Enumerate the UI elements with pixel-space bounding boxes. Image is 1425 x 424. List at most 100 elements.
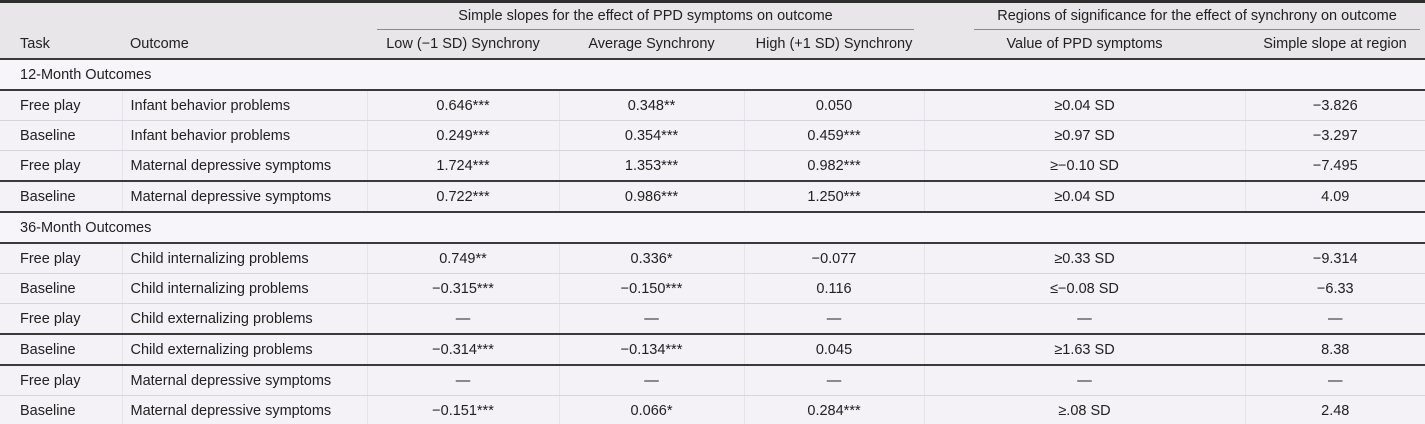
cell-simple-slope: 4.09	[1244, 181, 1425, 213]
cell-high-synchrony: 0.116	[743, 273, 924, 304]
cell-low-synchrony: −0.314***	[366, 334, 559, 366]
cell-high-synchrony: 0.284***	[743, 395, 924, 424]
cell-high-synchrony: 1.250***	[743, 181, 924, 213]
cell-outcome: Child internalizing problems	[121, 273, 367, 304]
cell-simple-slope: —	[1244, 303, 1425, 335]
cell-simple-slope: −3.826	[1244, 90, 1425, 121]
column-header-outcome: Outcome	[122, 30, 367, 60]
cell-low-synchrony: 0.722***	[366, 181, 559, 213]
cell-low-synchrony: 0.249***	[366, 120, 559, 151]
spanner-empty-cell	[0, 0, 367, 30]
table-row: Free play Child internalizing problems 0.7…	[0, 243, 1425, 274]
cell-average-synchrony: 0.336*	[558, 243, 744, 274]
cell-task: Baseline	[0, 120, 122, 151]
cell-simple-slope: —	[1244, 365, 1425, 396]
cell-high-synchrony: 0.050	[743, 90, 924, 121]
cell-task: Free play	[0, 243, 122, 274]
cell-ppd-value: ≥0.04 SD	[923, 90, 1245, 121]
cell-ppd-value: —	[923, 365, 1245, 396]
cell-average-synchrony: 0.348**	[558, 90, 744, 121]
cell-outcome: Maternal depressive symptoms	[121, 181, 367, 213]
cell-task: Free play	[0, 303, 122, 335]
cell-simple-slope: 2.48	[1244, 395, 1425, 424]
column-header-high-synchrony: High (+1 SD) Synchrony	[744, 30, 924, 60]
cell-high-synchrony: —	[743, 303, 924, 335]
cell-outcome: Infant behavior problems	[121, 90, 367, 121]
cell-task: Free play	[0, 365, 122, 396]
cell-low-synchrony: 0.749**	[366, 243, 559, 274]
cell-outcome: Maternal depressive symptoms	[121, 365, 367, 396]
column-header-ppd-value: Value of PPD symptoms	[924, 30, 1245, 60]
cell-average-synchrony: 0.354***	[558, 120, 744, 151]
cell-average-synchrony: —	[558, 303, 744, 335]
table-row: Baseline Maternal depressive symptoms 0.72…	[0, 181, 1425, 213]
table-header: Simple slopes for the effect of PPD symp…	[0, 0, 1425, 60]
cell-outcome: Child externalizing problems	[121, 303, 367, 335]
cell-average-synchrony: 0.066*	[558, 395, 744, 424]
cell-high-synchrony: 0.459***	[743, 120, 924, 151]
cell-ppd-value: ≥1.63 SD	[923, 334, 1245, 366]
cell-simple-slope: −9.314	[1244, 243, 1425, 274]
table-row: Free play Infant behavior problems 0.646**…	[0, 90, 1425, 121]
table-row: Free play Maternal depressive symptoms 1.7…	[0, 150, 1425, 182]
cell-low-synchrony: −0.315***	[366, 273, 559, 304]
cell-ppd-value: —	[923, 303, 1245, 335]
table-row: Baseline Infant behavior problems 0.249***…	[0, 120, 1425, 151]
column-header-task: Task	[0, 30, 122, 60]
table-row: Baseline Child internalizing problems −0.3…	[0, 273, 1425, 304]
table-body: 12-Month Outcomes Free play Infant behavio…	[0, 59, 1425, 424]
column-header-low-synchrony: Low (−1 SD) Synchrony	[367, 30, 559, 60]
cell-simple-slope: −3.297	[1244, 120, 1425, 151]
cell-task: Free play	[0, 150, 122, 182]
cell-high-synchrony: 0.982***	[743, 150, 924, 182]
section-title: 36-Month Outcomes	[0, 212, 1425, 244]
cell-task: Baseline	[0, 395, 122, 424]
section-row: 12-Month Outcomes	[0, 59, 1425, 91]
cell-ppd-value: ≥0.04 SD	[923, 181, 1245, 213]
cell-high-synchrony: —	[743, 365, 924, 396]
cell-outcome: Child externalizing problems	[121, 334, 367, 366]
table-row: Free play Maternal depressive symptoms — — —…	[0, 365, 1425, 396]
cell-task: Baseline	[0, 273, 122, 304]
cell-average-synchrony: 0.986***	[558, 181, 744, 213]
cell-ppd-value: ≥0.97 SD	[923, 120, 1245, 151]
cell-high-synchrony: −0.077	[743, 243, 924, 274]
cell-average-synchrony: −0.150***	[558, 273, 744, 304]
cell-simple-slope: −7.495	[1244, 150, 1425, 182]
cell-low-synchrony: −0.151***	[366, 395, 559, 424]
cell-simple-slope: −6.33	[1244, 273, 1425, 304]
table-row: Free play Child externalizing problems — — —…	[0, 303, 1425, 335]
cell-ppd-value: ≤−0.08 SD	[923, 273, 1245, 304]
cell-high-synchrony: 0.045	[743, 334, 924, 366]
cell-ppd-value: ≥.08 SD	[923, 395, 1245, 424]
cell-task: Baseline	[0, 181, 122, 213]
cell-low-synchrony: 1.724***	[366, 150, 559, 182]
cell-ppd-value: ≥0.33 SD	[923, 243, 1245, 274]
cell-low-synchrony: —	[366, 365, 559, 396]
column-header-simple-slope: Simple slope at region	[1245, 30, 1425, 60]
cell-low-synchrony: —	[366, 303, 559, 335]
cell-average-synchrony: −0.134***	[558, 334, 744, 366]
column-header-row: Task Outcome Low (−1 SD) Synchrony Avera…	[0, 30, 1425, 60]
cell-outcome: Maternal depressive symptoms	[121, 150, 367, 182]
section-title: 12-Month Outcomes	[0, 59, 1425, 91]
spanner-simple-slopes-label: Simple slopes for the effect of PPD symp…	[377, 4, 914, 30]
spanner-simple-slopes: Simple slopes for the effect of PPD symp…	[367, 0, 924, 30]
cell-outcome: Child internalizing problems	[121, 243, 367, 274]
cell-outcome: Maternal depressive symptoms	[121, 395, 367, 424]
section-row: 36-Month Outcomes	[0, 212, 1425, 244]
cell-average-synchrony: —	[558, 365, 744, 396]
spanner-header-row: Simple slopes for the effect of PPD symp…	[0, 0, 1425, 30]
table-row: Baseline Child externalizing problems −0.3…	[0, 334, 1425, 366]
cell-task: Baseline	[0, 334, 122, 366]
cell-outcome: Infant behavior problems	[121, 120, 367, 151]
cell-low-synchrony: 0.646***	[366, 90, 559, 121]
spanner-regions: Regions of significance for the effect o…	[924, 0, 1425, 30]
table-row: Baseline Maternal depressive symptoms −0.1…	[0, 395, 1425, 424]
cell-average-synchrony: 1.353***	[558, 150, 744, 182]
column-header-average-synchrony: Average Synchrony	[559, 30, 744, 60]
spanner-regions-label: Regions of significance for the effect o…	[974, 4, 1421, 30]
cell-task: Free play	[0, 90, 122, 121]
